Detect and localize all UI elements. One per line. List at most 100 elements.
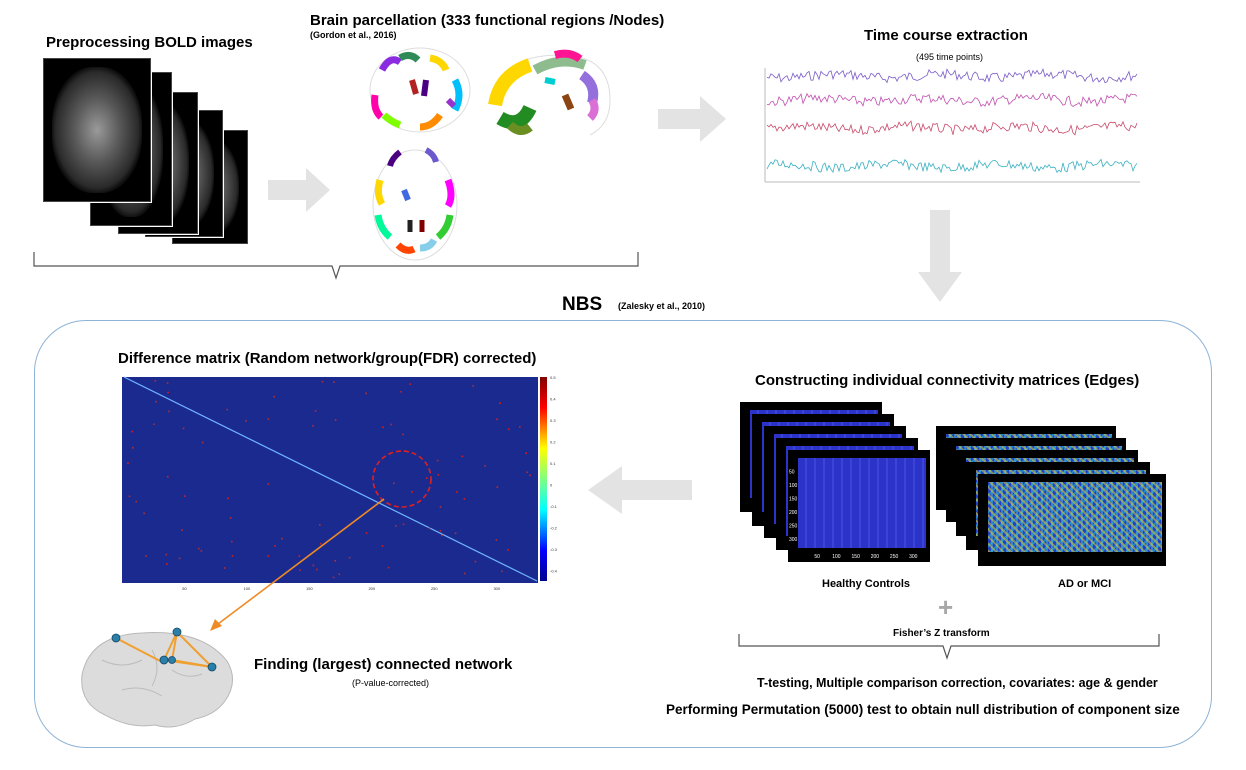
parcellation-citation: (Gordon et al., 2016) (310, 30, 397, 40)
matrix-edge (281, 537, 283, 540)
ad-mci-label: AD or MCI (1058, 578, 1112, 590)
x-tick-label: 300 (493, 586, 500, 591)
matrix-edge (496, 418, 498, 421)
colorbar-tick-label: -0.4 (550, 568, 558, 573)
matrix-edge (501, 570, 503, 573)
difference-matrix-title: Difference matrix (Random network/group(… (118, 350, 537, 367)
bold-slice (43, 58, 151, 202)
matrix-edge (333, 381, 335, 383)
matrix-edge (425, 477, 428, 479)
parcellation-brains (369, 47, 611, 261)
x-tick-label: 250 (890, 554, 899, 560)
matrix-edge (319, 524, 321, 526)
matrix-edge (484, 465, 486, 467)
x-tick-label: 100 (832, 554, 841, 560)
matrix-edge (226, 408, 228, 411)
matrix-edge (496, 486, 499, 488)
matrix-edge (145, 555, 147, 557)
arrow-left (588, 466, 692, 514)
matrix-edge (332, 576, 335, 579)
matrix-edge (411, 491, 413, 493)
x-tick-label: 150 (306, 586, 313, 591)
matrix-edge (439, 530, 442, 532)
colorbar-tick-label: -0.2 (550, 525, 558, 530)
colorbar-tick-label: 0.5 (550, 375, 556, 380)
matrix-edge (455, 491, 458, 493)
matrix-edge (508, 428, 510, 430)
x-tick-label: 250 (431, 586, 438, 591)
x-tick-label: 200 (871, 554, 880, 560)
matrix-edge (231, 540, 233, 543)
colorbar-tick-label: 0.4 (550, 397, 556, 402)
colorbar-tick-label: -0.3 (550, 547, 558, 552)
arrow-right-1 (268, 168, 330, 212)
permutation-text: Performing Permutation (5000) test to ob… (666, 702, 1180, 717)
matrix-edge (312, 564, 315, 567)
arrow-down (918, 210, 962, 302)
matrix-edge (181, 529, 183, 531)
matrix-edge (495, 539, 498, 541)
y-tick-label: 50 (789, 470, 795, 476)
matrix-edge (201, 441, 204, 444)
matrix-edge (127, 462, 129, 464)
matrix-edge (168, 410, 170, 413)
x-tick-label: 50 (182, 586, 187, 591)
matrix-edge (298, 555, 301, 557)
matrix-edge (165, 553, 168, 556)
matrix-edge (519, 426, 521, 428)
network-title: Finding (largest) connected network (254, 656, 513, 673)
matrix-edge (200, 550, 203, 552)
timecourse-plot (764, 68, 1140, 183)
matrix-edge (348, 556, 351, 559)
colorbar-tick-label: 0.2 (550, 439, 556, 444)
y-tick-label: 200 (789, 510, 798, 516)
plus-icon: + (938, 592, 954, 622)
matrix-edge (390, 423, 393, 426)
matrix-edge (507, 549, 509, 551)
matrix-edge (526, 471, 528, 473)
matrix-edge (334, 419, 337, 421)
x-tick-label: 50 (814, 554, 820, 560)
matrix-edge (464, 572, 466, 575)
matrix-edge (299, 569, 301, 571)
nbs-title: NBS (562, 294, 603, 315)
matrix-edge (267, 483, 270, 485)
y-tick-label: 250 (789, 524, 798, 530)
matrix-edge (437, 474, 440, 476)
connectivity-title: Constructing individual connectivity mat… (755, 372, 1140, 389)
matrix-edge (135, 500, 137, 503)
matrix-edge (472, 385, 474, 387)
matrix-edge (499, 402, 501, 404)
matrix-significant-edges (127, 380, 531, 579)
matrix-edge (381, 545, 384, 547)
x-tick-label: 100 (244, 586, 251, 591)
matrix-edge (461, 455, 464, 458)
matrix-edge (400, 391, 402, 393)
timecourse-line (766, 158, 1138, 174)
matrix-edge (474, 560, 477, 563)
colorbar (540, 377, 547, 581)
matrix-edge (393, 482, 395, 485)
highlight-circle (372, 450, 432, 508)
matrix-edge (166, 382, 169, 384)
preprocessing-title: Preprocessing BOLD images (46, 34, 253, 51)
timecourse-series-group (766, 68, 1138, 174)
matrix-edge (178, 557, 181, 560)
matrix-edge (273, 395, 275, 398)
timecourse-line (766, 120, 1138, 136)
top-row-bracket (33, 252, 639, 280)
matrix-edge (312, 425, 314, 427)
matrix-edge (143, 512, 145, 515)
brain-network (81, 627, 233, 728)
timecourse-subtitle: (495 time points) (916, 52, 984, 62)
axial-brain-top (369, 47, 471, 133)
matrix-edge (321, 380, 324, 383)
matrix-edge (402, 433, 404, 436)
sagittal-brain (488, 49, 611, 136)
matrix-edge (128, 495, 131, 498)
timecourse-title: Time course extraction (864, 27, 1028, 44)
arrow-right-2 (658, 96, 726, 142)
ttest-text: T-testing, Multiple comparison correctio… (757, 676, 1158, 690)
matrix-edge (132, 447, 134, 449)
colorbar-tick-label: 0 (550, 482, 553, 487)
